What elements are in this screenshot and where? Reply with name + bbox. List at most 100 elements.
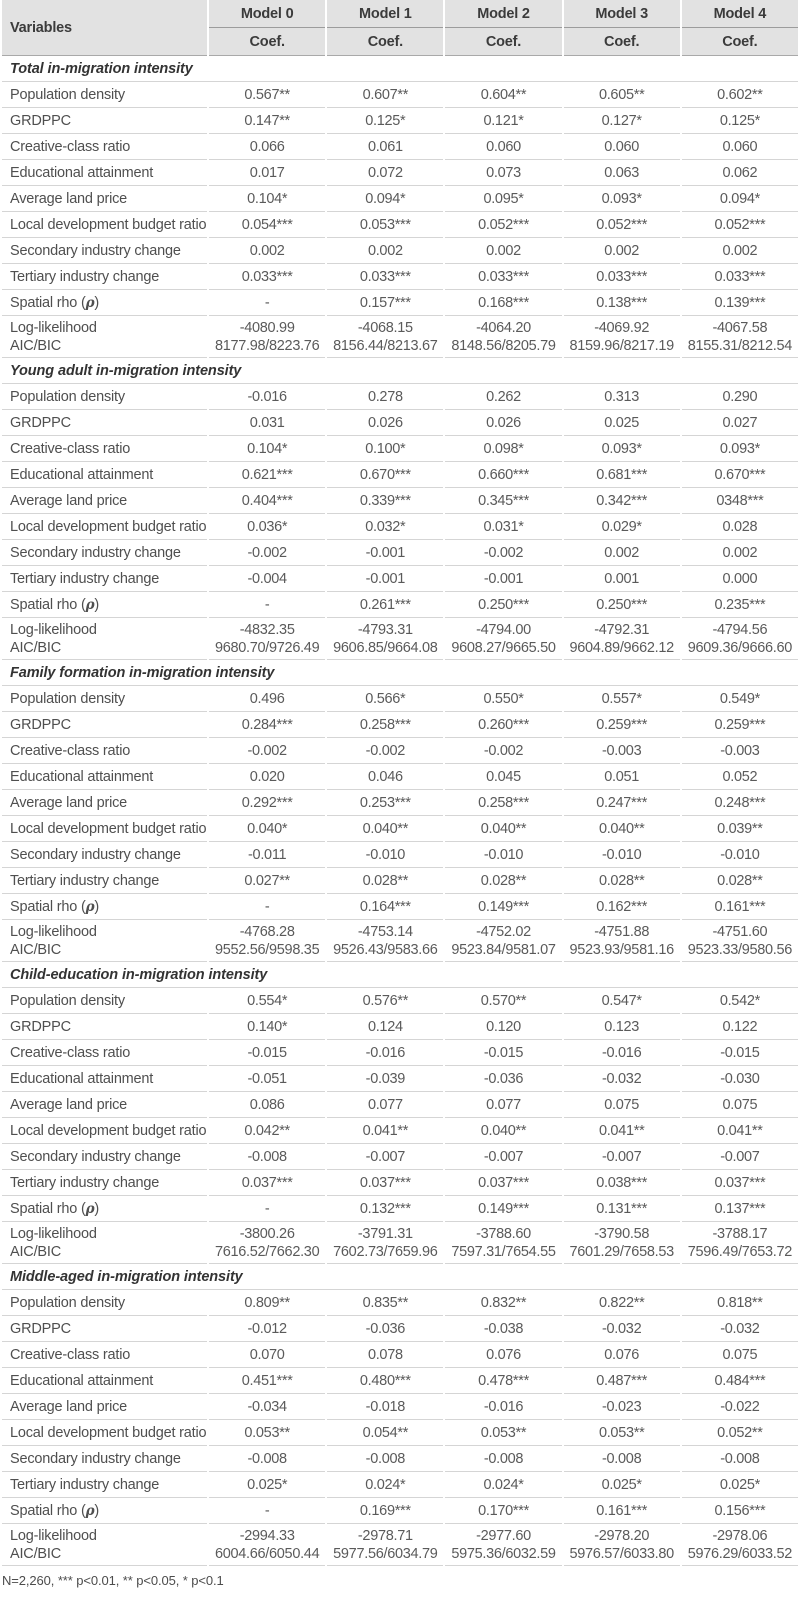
model-column-header: Model 4 xyxy=(681,0,798,28)
coef-cell: 0.033*** xyxy=(445,264,562,290)
coef-cell: 0.027** xyxy=(209,868,326,894)
fit-value-cell: -3788.17 7596.49/7653.72 xyxy=(681,1222,798,1264)
coef-cell: 0.093* xyxy=(681,436,798,462)
variable-label-cell: Educational attainment xyxy=(2,1066,208,1092)
coef-cell: 0.061 xyxy=(327,134,444,160)
coef-cell: -0.032 xyxy=(563,1066,680,1092)
coef-cell: 0.670*** xyxy=(327,462,444,488)
rho-symbol: ρ xyxy=(85,294,95,311)
coef-cell: 0.094* xyxy=(327,186,444,212)
coef-cell: 0.168*** xyxy=(445,290,562,316)
coef-cell: - xyxy=(209,1196,326,1222)
coef-cell: 0.002 xyxy=(563,238,680,264)
coef-cell: 0.093* xyxy=(563,436,680,462)
variable-label-cell: Average land price xyxy=(2,1394,208,1420)
significance-footnote: N=2,260, *** p<0.01, ** p<0.05, * p<0.1 xyxy=(2,1573,224,1588)
coef-cell: 0.053** xyxy=(209,1420,326,1446)
coef-cell: 0.339*** xyxy=(327,488,444,514)
fit-statistics-row: Log-likelihood AIC/BIC -2994.33 6004.66/605… xyxy=(2,1524,798,1566)
coef-cell: 0.605** xyxy=(563,82,680,108)
coef-cell: 0.818** xyxy=(681,1290,798,1316)
variable-label-cell: Population density xyxy=(2,384,208,410)
table-row: Average land price 0.086 0.077 0.077 0.075 0.… xyxy=(2,1092,798,1118)
fit-value-cell: -4768.28 9552.56/9598.35 xyxy=(209,920,326,962)
section-title: Family formation in-migration intensity xyxy=(2,660,798,686)
coef-cell: 0.026 xyxy=(445,410,562,436)
coef-cell: 0.075 xyxy=(563,1092,680,1118)
coef-cell: -0.010 xyxy=(327,842,444,868)
table-row: Educational attainment 0.621*** 0.670*** 0.… xyxy=(2,462,798,488)
variable-label-cell: Educational attainment xyxy=(2,1368,208,1394)
coef-cell: 0.157*** xyxy=(327,290,444,316)
coef-cell: -0.036 xyxy=(327,1316,444,1342)
variable-label-cell: Tertiary industry change xyxy=(2,868,208,894)
coef-cell: -0.010 xyxy=(681,842,798,868)
table-header: Variables Model 0 Model 1 Model 2 Model 3 Mo… xyxy=(2,0,798,56)
table-row: Population density 0.567** 0.607** 0.604** 0… xyxy=(2,82,798,108)
variable-label-cell: Local development budget ratio xyxy=(2,212,208,238)
coef-cell: 0.161*** xyxy=(681,894,798,920)
coef-cell: -0.039 xyxy=(327,1066,444,1092)
table-row: Educational attainment -0.051 -0.039 -0.036… xyxy=(2,1066,798,1092)
table-row: Local development budget ratio 0.053** 0.0… xyxy=(2,1420,798,1446)
coef-column-header: Coef. xyxy=(681,28,798,56)
coef-cell: -0.007 xyxy=(327,1144,444,1170)
variable-label-cell: Spatial rho (ρ) xyxy=(2,592,208,618)
table-row: Spatial rho (ρ) -0.169*** 0.170*** 0.161***… xyxy=(2,1498,798,1524)
coef-cell: 0.032* xyxy=(327,514,444,540)
table-row: Population density -0.016 0.278 0.262 0.313 0… xyxy=(2,384,798,410)
coef-cell: 0.451*** xyxy=(209,1368,326,1394)
coef-cell: -0.016 xyxy=(209,384,326,410)
coef-cell: 0.104* xyxy=(209,436,326,462)
variable-label-cell: GRDPPC xyxy=(2,108,208,134)
coef-cell: 0.040** xyxy=(563,816,680,842)
table-row: Average land price 0.404*** 0.339*** 0.345*… xyxy=(2,488,798,514)
coef-cell: 0.075 xyxy=(681,1092,798,1118)
variable-label-cell: Local development budget ratio xyxy=(2,1420,208,1446)
fit-statistics-row: Log-likelihood AIC/BIC -3800.26 7616.52/766… xyxy=(2,1222,798,1264)
coef-cell: 0.094* xyxy=(681,186,798,212)
coef-cell: 0.028** xyxy=(563,868,680,894)
coef-cell: -0.007 xyxy=(445,1144,562,1170)
coef-cell: 0.621*** xyxy=(209,462,326,488)
coef-cell: 0.062 xyxy=(681,160,798,186)
fit-statistics-row: Log-likelihood AIC/BIC -4768.28 9552.56/959… xyxy=(2,920,798,962)
coef-cell: 0.124 xyxy=(327,1014,444,1040)
variable-label-cell: Local development budget ratio xyxy=(2,514,208,540)
coef-cell: 0.052*** xyxy=(563,212,680,238)
coef-cell: 0.076 xyxy=(563,1342,680,1368)
rho-symbol: ρ xyxy=(85,596,95,613)
fit-value-cell: -2978.06 5976.29/6033.52 xyxy=(681,1524,798,1566)
coef-cell: 0.607** xyxy=(327,82,444,108)
fit-value-cell: -4792.31 9604.89/9662.12 xyxy=(563,618,680,660)
coef-cell: 0.031 xyxy=(209,410,326,436)
section-header-row: Young adult in-migration intensity xyxy=(2,358,798,384)
coef-cell: 0.832** xyxy=(445,1290,562,1316)
coef-cell: -0.002 xyxy=(209,738,326,764)
coef-cell: 0.484*** xyxy=(681,1368,798,1394)
variable-label-cell: Tertiary industry change xyxy=(2,1170,208,1196)
coef-cell: 0.052** xyxy=(681,1420,798,1446)
variable-label-cell: Average land price xyxy=(2,790,208,816)
coef-cell: -0.001 xyxy=(327,566,444,592)
variable-label-cell: Educational attainment xyxy=(2,764,208,790)
section-header-row: Child-education in-migration intensity xyxy=(2,962,798,988)
table-row: GRDPPC 0.147** 0.125* 0.121* 0.127* 0.125* xyxy=(2,108,798,134)
coef-cell: -0.001 xyxy=(445,566,562,592)
table-row: Spatial rho (ρ) -0.164*** 0.149*** 0.162***… xyxy=(2,894,798,920)
coef-cell: 0.161*** xyxy=(563,1498,680,1524)
table-row: Tertiary industry change -0.004 -0.001 -0.0… xyxy=(2,566,798,592)
table-row: Local development budget ratio 0.040* 0.04… xyxy=(2,816,798,842)
coef-column-header: Coef. xyxy=(445,28,562,56)
coef-cell: 0.542* xyxy=(681,988,798,1014)
coef-cell: 0.031* xyxy=(445,514,562,540)
coef-cell: 0.002 xyxy=(445,238,562,264)
variable-label-cell: Spatial rho (ρ) xyxy=(2,290,208,316)
variable-label-cell: Creative-class ratio xyxy=(2,1342,208,1368)
coef-cell: 0.566* xyxy=(327,686,444,712)
fit-value-cell: -4794.56 9609.36/9666.60 xyxy=(681,618,798,660)
coef-cell: 0.002 xyxy=(563,540,680,566)
coef-cell: -0.008 xyxy=(327,1446,444,1472)
table-row: Tertiary industry change 0.025* 0.024* 0.02… xyxy=(2,1472,798,1498)
coef-cell: 0.131*** xyxy=(563,1196,680,1222)
